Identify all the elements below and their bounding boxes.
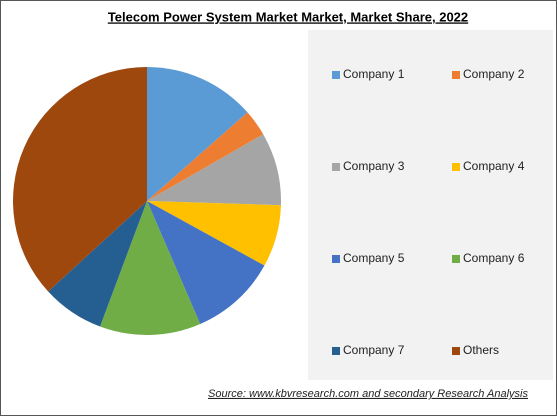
legend-label: Company 3 bbox=[343, 159, 405, 173]
legend-label: Company 4 bbox=[463, 159, 525, 173]
legend: Company 1 Company 2 Company 3 Company 4 Comp… bbox=[332, 67, 525, 357]
legend-swatch bbox=[332, 71, 340, 79]
legend-label: Company 2 bbox=[463, 67, 525, 81]
legend-label: Company 6 bbox=[463, 251, 525, 265]
legend-panel bbox=[308, 30, 553, 380]
legend-swatch bbox=[452, 255, 460, 263]
legend-swatch bbox=[332, 163, 340, 171]
pie-slice bbox=[147, 134, 281, 206]
chart-title: Telecom Power System Market Market, Mark… bbox=[108, 9, 468, 24]
legend-swatch bbox=[332, 347, 340, 355]
pie-slice bbox=[147, 201, 265, 324]
legend-swatch bbox=[452, 347, 460, 355]
legend-label: Company 5 bbox=[343, 251, 405, 265]
pie-slice bbox=[100, 201, 201, 336]
pie-slice bbox=[147, 112, 264, 201]
legend-swatch bbox=[332, 255, 340, 263]
pie-slice bbox=[147, 201, 281, 266]
pie-slice bbox=[147, 67, 248, 201]
pie-slice bbox=[12, 67, 147, 292]
legend-label: Company 1 bbox=[343, 67, 405, 81]
pie-slice bbox=[48, 201, 147, 327]
pie bbox=[12, 67, 281, 336]
source-note: Source: www.kbvresearch.com and secondar… bbox=[208, 388, 528, 400]
legend-label: Company 7 bbox=[343, 343, 405, 357]
legend-label: Others bbox=[463, 343, 499, 357]
legend-swatch bbox=[452, 163, 460, 171]
legend-swatch bbox=[452, 71, 460, 79]
